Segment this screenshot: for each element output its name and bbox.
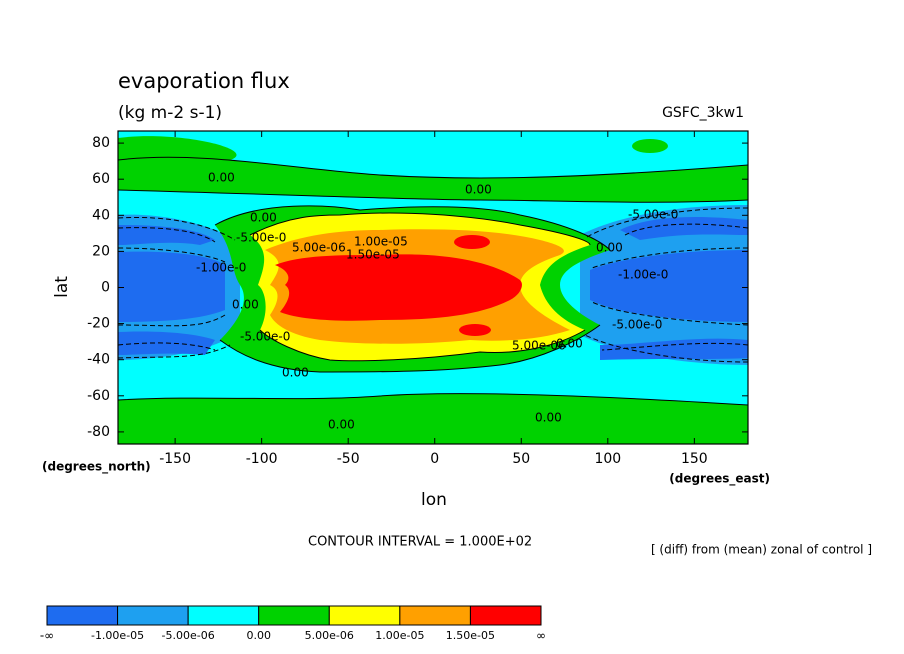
colorbar-label: 5.00e-06 (305, 629, 354, 642)
x-tick-label: 100 (594, 451, 621, 467)
contour-label: 0.00 (328, 418, 355, 432)
region (118, 251, 225, 322)
x-tick-label: -100 (246, 451, 278, 467)
contour-label: -5.00e-0 (612, 318, 662, 332)
region (118, 393, 748, 444)
y-tick-label: -20 (87, 316, 110, 332)
region (632, 139, 668, 153)
region (459, 324, 491, 336)
colorbar-bin (187, 605, 260, 626)
contour-label: 0.00 (208, 171, 235, 185)
x-tick-label: -150 (159, 451, 191, 467)
contour-label: 0.00 (556, 337, 583, 351)
colorbar-bin (328, 605, 401, 626)
dataset-label: GSFC_3kw1 (662, 105, 744, 121)
region (600, 338, 748, 360)
y-axis-label: lat (52, 276, 72, 298)
contour-label: 1.00e-05 (354, 235, 408, 249)
contour-field (118, 131, 748, 444)
contour-label: -1.00e-0 (618, 268, 668, 282)
contour-label: 5.00e-06 (292, 241, 346, 255)
contour-label: 0.00 (465, 183, 492, 197)
x-tick-label: 150 (681, 451, 708, 467)
y-tick-label: 80 (92, 135, 110, 151)
x-tick-label: 50 (512, 451, 530, 467)
y-tick-label: 0 (101, 280, 110, 296)
contour-label: 5.00e-06 (512, 339, 566, 353)
colorbar-bin (46, 605, 119, 626)
note: [ (diff) from (mean) zonal of control ] (651, 543, 872, 557)
contour-label: -5.00e-0 (240, 330, 290, 344)
y-tick-label: -60 (87, 388, 110, 404)
y-tick-label: -40 (87, 352, 110, 368)
x-axis-label: lon (421, 490, 447, 510)
colorbar-bin (469, 605, 542, 626)
region (118, 157, 748, 203)
colorbar-label: 1.50e-05 (446, 629, 495, 642)
contour-label: -5.00e-0 (628, 208, 678, 222)
contour-lines (118, 156, 748, 406)
contour-label: 0.00 (535, 411, 562, 425)
colorbar-bin (258, 605, 330, 626)
y-tick-label: 60 (92, 171, 110, 187)
x-tick-label: -50 (337, 451, 360, 467)
contour-label: -1.00e-0 (196, 261, 246, 275)
y-tick-label: 40 (92, 207, 110, 223)
region (454, 235, 490, 249)
contour-interval: CONTOUR INTERVAL = 1.000E+02 (308, 535, 532, 550)
contour-label: 0.00 (250, 211, 277, 225)
colorbar-end: -∞ (40, 629, 54, 643)
contour-label: 0.00 (596, 241, 623, 255)
contour-lines-negative (118, 207, 748, 363)
region (275, 254, 522, 321)
x-axis-units: (degrees_east) (669, 472, 770, 487)
colorbar-bin (117, 605, 189, 626)
region (590, 250, 748, 322)
contour-label: 0.00 (282, 366, 309, 380)
region (620, 217, 748, 240)
colorbar-label: 1.00e-05 (375, 629, 424, 642)
colorbar-label: -5.00e-06 (162, 629, 215, 642)
contour-label: 0.00 (232, 298, 259, 312)
x-tick-label: 0 (430, 451, 439, 467)
contour-label: -5.00e-0 (236, 231, 286, 245)
chart-title: evaporation flux (118, 69, 290, 93)
contour-label: 1.50e-05 (346, 248, 400, 262)
y-tick-label: 20 (92, 243, 110, 259)
colorbar-label: 0.00 (246, 629, 271, 642)
region (118, 225, 215, 245)
colorbar-bin (399, 605, 471, 626)
chart-subtitle: (kg m-2 s-1) (118, 103, 222, 123)
y-axis-units: (degrees_north) (42, 460, 151, 475)
colorbar-label: -1.00e-05 (91, 629, 144, 642)
y-tick-label: -80 (87, 424, 110, 440)
colorbar-end: ∞ (536, 629, 546, 643)
